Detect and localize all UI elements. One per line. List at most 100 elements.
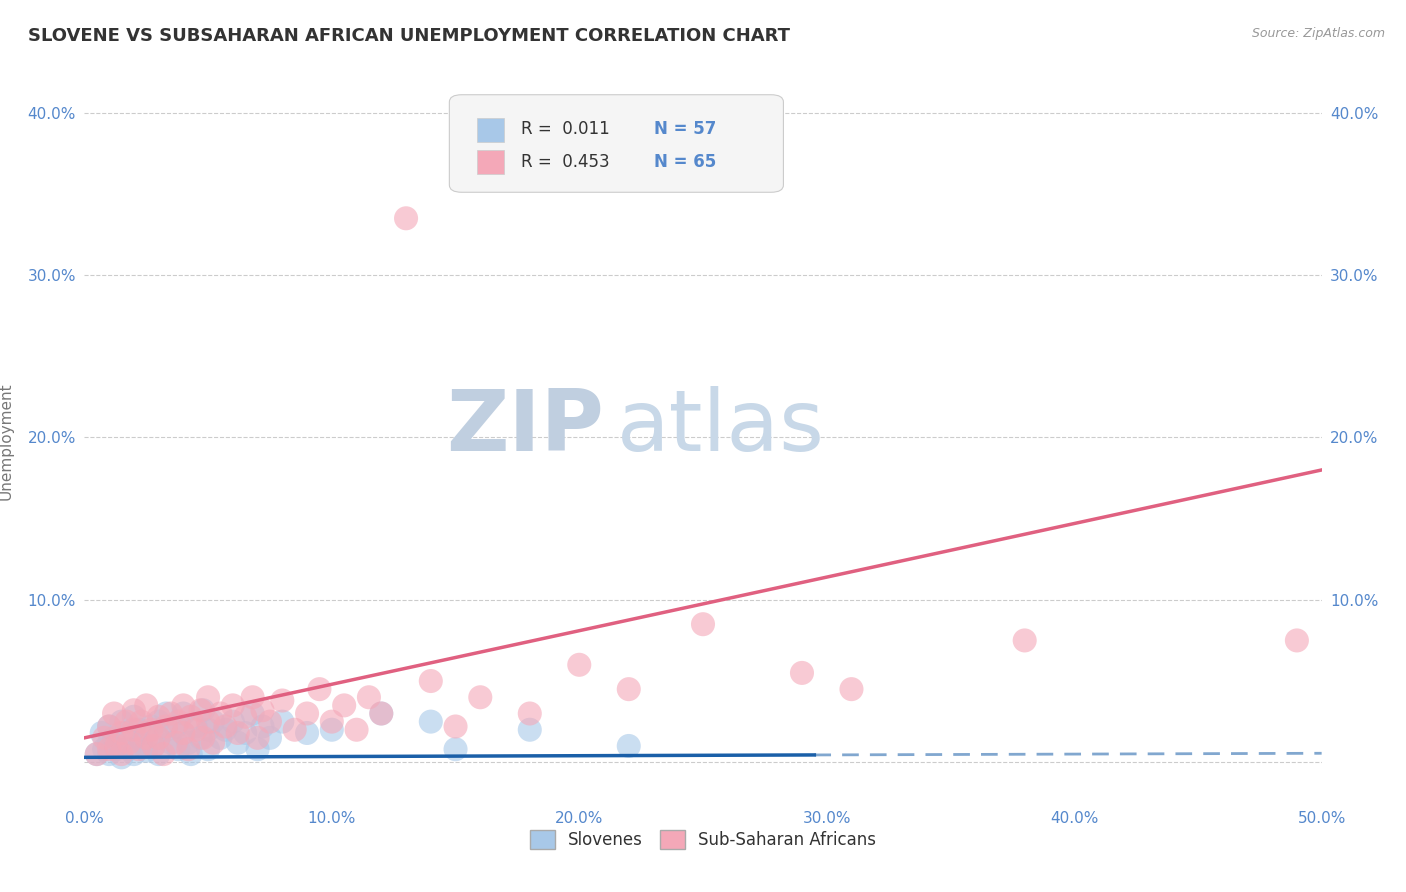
- Point: [98, 736, 121, 750]
- Point: [103, 706, 125, 721]
- Point: [197, 742, 219, 756]
- Point: [148, 747, 170, 761]
- Point: [242, 706, 264, 721]
- Point: [209, 731, 232, 745]
- Text: N = 65: N = 65: [654, 153, 716, 171]
- Point: [172, 706, 194, 721]
- Point: [357, 690, 380, 705]
- Point: [333, 698, 356, 713]
- Point: [160, 736, 183, 750]
- Point: [93, 731, 115, 745]
- Point: [617, 739, 640, 753]
- Point: [172, 726, 194, 740]
- Point: [86, 747, 108, 761]
- Point: [1285, 633, 1308, 648]
- Point: [141, 723, 163, 737]
- Point: [93, 742, 115, 756]
- Point: [284, 723, 307, 737]
- Text: Source: ZipAtlas.com: Source: ZipAtlas.com: [1251, 27, 1385, 40]
- Point: [233, 726, 256, 740]
- Point: [86, 747, 108, 761]
- Point: [246, 742, 269, 756]
- Point: [148, 731, 170, 745]
- Text: ZIP: ZIP: [446, 385, 605, 468]
- Point: [226, 736, 249, 750]
- Point: [321, 723, 343, 737]
- Point: [617, 682, 640, 697]
- Point: [190, 731, 212, 745]
- Point: [202, 736, 225, 750]
- Point: [180, 710, 202, 724]
- Point: [115, 714, 138, 729]
- Point: [308, 682, 330, 697]
- Point: [1014, 633, 1036, 648]
- Point: [370, 706, 392, 721]
- Point: [259, 731, 281, 745]
- Text: N = 57: N = 57: [654, 120, 716, 138]
- Point: [103, 731, 125, 745]
- Point: [172, 698, 194, 713]
- Point: [470, 690, 492, 705]
- Point: [155, 723, 177, 737]
- Point: [165, 719, 187, 733]
- Text: R =  0.453: R = 0.453: [522, 153, 610, 171]
- Point: [98, 742, 121, 756]
- Point: [122, 747, 145, 761]
- Point: [419, 673, 441, 688]
- Point: [110, 750, 132, 764]
- Point: [191, 731, 214, 745]
- Point: [128, 723, 150, 737]
- Point: [160, 706, 183, 721]
- Point: [568, 657, 591, 672]
- Point: [271, 693, 294, 707]
- Point: [246, 731, 269, 745]
- Point: [346, 723, 368, 737]
- Point: [167, 714, 190, 729]
- Point: [519, 706, 541, 721]
- Legend: Slovenes, Sub-Saharan Africans: Slovenes, Sub-Saharan Africans: [523, 823, 883, 856]
- Point: [129, 714, 152, 729]
- Point: [252, 703, 274, 717]
- Point: [167, 742, 190, 756]
- Point: [259, 714, 281, 729]
- Point: [148, 710, 170, 724]
- Point: [165, 736, 187, 750]
- Point: [98, 719, 121, 733]
- Point: [115, 726, 138, 740]
- Point: [135, 698, 157, 713]
- Point: [841, 682, 863, 697]
- Point: [110, 714, 132, 729]
- Point: [184, 723, 207, 737]
- Point: [141, 719, 163, 733]
- Point: [142, 739, 165, 753]
- Point: [122, 703, 145, 717]
- Point: [252, 719, 274, 733]
- Point: [98, 719, 121, 733]
- Text: atlas: atlas: [616, 385, 824, 468]
- Point: [110, 739, 132, 753]
- Point: [233, 710, 256, 724]
- Point: [197, 690, 219, 705]
- Point: [242, 690, 264, 705]
- Text: SLOVENE VS SUBSAHARAN AFRICAN UNEMPLOYMENT CORRELATION CHART: SLOVENE VS SUBSAHARAN AFRICAN UNEMPLOYME…: [28, 27, 790, 45]
- Point: [110, 726, 132, 740]
- Point: [197, 723, 219, 737]
- Point: [155, 706, 177, 721]
- Point: [177, 736, 200, 750]
- Point: [90, 726, 112, 740]
- Point: [122, 723, 145, 737]
- Point: [148, 731, 170, 745]
- Point: [790, 665, 813, 680]
- Point: [197, 714, 219, 729]
- Point: [321, 714, 343, 729]
- Point: [370, 706, 392, 721]
- Point: [148, 714, 170, 729]
- Point: [444, 719, 467, 733]
- Point: [271, 714, 294, 729]
- Point: [190, 703, 212, 717]
- Point: [118, 736, 141, 750]
- Point: [214, 719, 236, 733]
- Point: [105, 739, 128, 753]
- FancyBboxPatch shape: [450, 95, 783, 193]
- Point: [222, 714, 245, 729]
